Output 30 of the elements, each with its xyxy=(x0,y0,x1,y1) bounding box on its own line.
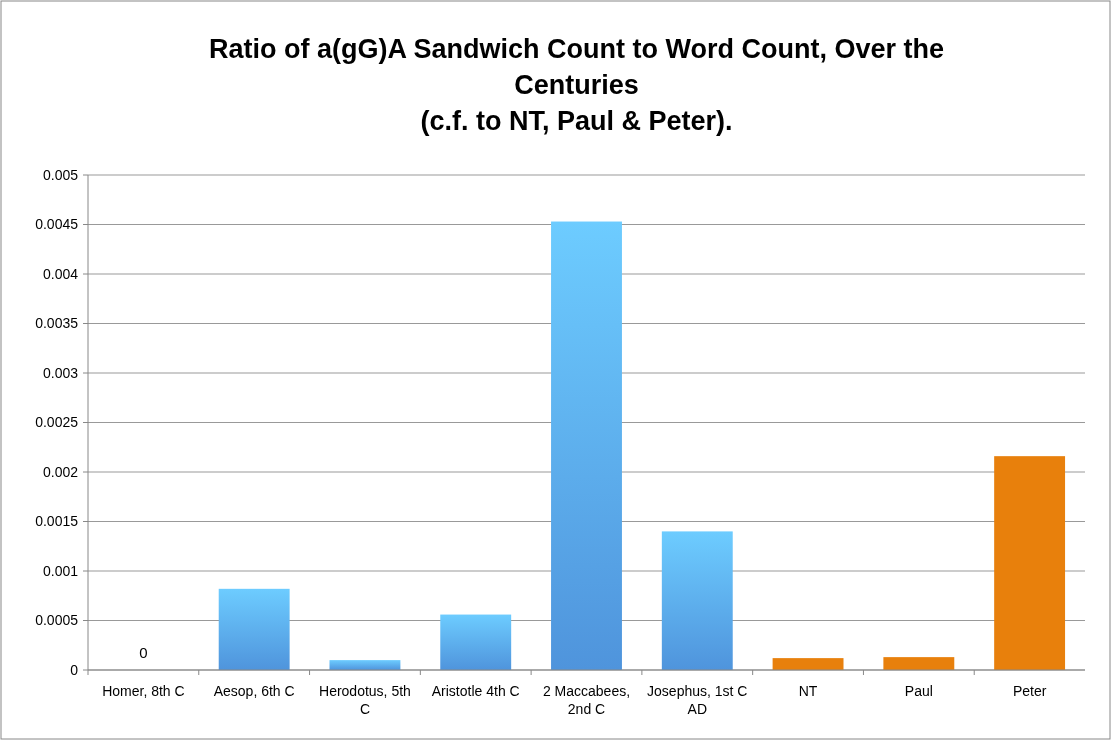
bar xyxy=(883,657,955,670)
bar xyxy=(218,588,290,670)
x-tick-label: Peter xyxy=(1012,683,1047,699)
bar xyxy=(440,614,512,670)
bar xyxy=(329,660,401,670)
y-tick-label: 0.0005 xyxy=(35,612,79,629)
y-tick-label: 0.002 xyxy=(42,463,79,480)
bar xyxy=(772,658,844,670)
chart-title: Ratio of a(gG)A Sandwich Count to Word Count, Over the Centuries (c.f. to NT, Paul & Peter). xyxy=(209,34,944,136)
x-tick-label: 2 Maccabees, 2nd C xyxy=(542,683,631,717)
y-tick-label: 0 xyxy=(70,661,79,678)
x-tick-label: Herodotus, 5th C xyxy=(319,683,411,717)
x-tick-label: Aesop, 6th C xyxy=(213,683,295,699)
y-tick-label: 0.005 xyxy=(42,166,79,183)
y-tick-label: 0.0035 xyxy=(35,315,79,332)
bar xyxy=(551,221,622,670)
x-tick-label: Josephus, 1st C AD xyxy=(647,683,748,717)
y-tick-label: 0.0025 xyxy=(35,414,79,431)
x-tick-label: Paul xyxy=(904,683,933,699)
x-tick-label: Homer, 8th C xyxy=(102,683,185,699)
y-tick-label: 0.0015 xyxy=(35,513,79,530)
x-tick-label: NT xyxy=(798,683,818,699)
y-tick-label: 0.004 xyxy=(42,265,79,282)
y-tick-label: 0.001 xyxy=(42,562,79,579)
y-tick-label: 0.0045 xyxy=(35,216,79,233)
bar xyxy=(661,531,733,670)
bar xyxy=(994,456,1066,670)
x-tick-label: Aristotle 4th C xyxy=(431,683,520,699)
data-label: 0 xyxy=(139,644,148,661)
y-tick-label: 0.003 xyxy=(42,364,79,381)
